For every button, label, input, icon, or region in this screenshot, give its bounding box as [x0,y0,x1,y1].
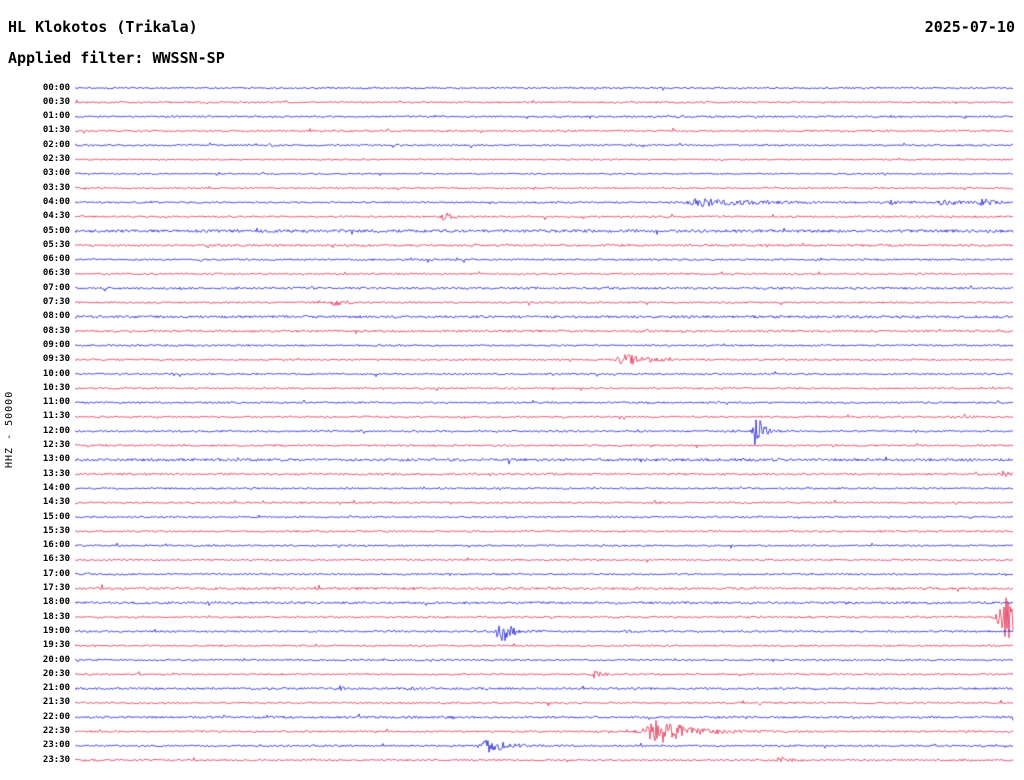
station-title: HL Klokotos (Trikala) [8,18,198,36]
time-axis: 00:00 00:30 01:00 01:30 02:00 02:30 03:00 03:30… [0,0,70,780]
time-label: 17:30 [42,583,70,593]
time-label: 18:00 [42,597,70,608]
time-label: 16:00 [42,540,70,551]
time-label: 02:00 [42,139,70,150]
time-label: 01:30 [42,125,70,136]
time-label: 15:00 [42,511,70,522]
time-label: 11:30 [42,411,70,422]
time-label: 10:30 [42,382,70,393]
time-label: 19:30 [42,640,70,651]
time-label: 19:00 [42,625,70,636]
time-label: 00:00 [42,82,70,93]
time-label: 15:30 [42,525,70,536]
time-label: 14:30 [42,497,70,508]
time-label: 23:30 [42,754,70,765]
seismogram-traces [75,78,1014,778]
time-label: 14:00 [42,482,70,493]
time-label: 10:00 [42,368,70,379]
time-label: 13:00 [42,454,70,465]
time-label: 22:30 [42,726,70,736]
time-label: 17:00 [42,568,70,579]
time-label: 03:00 [42,168,70,179]
time-label: 21:30 [42,697,70,708]
date-label: 2025-07-10 [924,18,1015,36]
time-label: 06:30 [42,268,70,279]
time-label: 12:00 [42,425,70,436]
time-label: 05:30 [42,239,70,250]
time-label: 09:30 [42,354,70,365]
time-label: 22:00 [42,711,70,722]
time-label: 00:30 [42,96,70,107]
time-label: 23:00 [42,740,70,751]
time-label: 18:30 [42,611,70,622]
time-label: 20:30 [42,668,70,679]
time-label: 02:30 [42,154,70,164]
time-label: 08:00 [42,311,70,322]
time-label: 03:30 [42,182,70,193]
time-label: 07:30 [42,297,70,307]
time-label: 04:30 [42,211,70,222]
time-label: 20:00 [42,654,70,665]
time-label: 08:30 [42,325,70,336]
time-label: 07:00 [42,282,70,293]
time-label: 04:00 [42,196,70,207]
time-label: 16:30 [42,554,70,565]
time-label: 11:00 [42,397,70,408]
time-label: 05:00 [42,225,70,236]
time-label: 06:00 [42,254,70,265]
time-label: 09:00 [42,339,70,350]
time-label: 01:00 [42,111,70,122]
time-label: 12:30 [42,440,70,450]
time-label: 21:00 [42,683,70,694]
time-label: 13:30 [42,468,70,479]
filter-label: Applied filter: WWSSN-SP [8,49,225,67]
